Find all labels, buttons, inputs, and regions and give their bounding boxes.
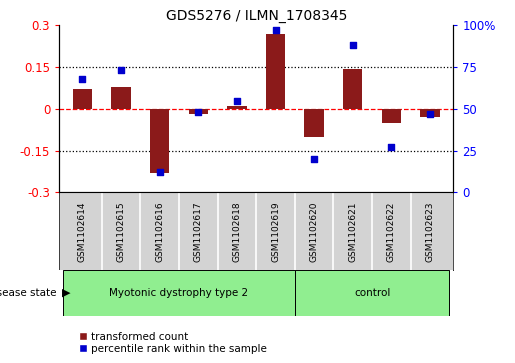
Text: GSM1102622: GSM1102622 — [387, 201, 396, 262]
Bar — [150, 109, 169, 173]
Bar — [343, 69, 363, 109]
Text: GSM1102618: GSM1102618 — [232, 201, 242, 262]
Text: disease state: disease state — [0, 288, 57, 298]
Point — [78, 76, 87, 82]
Point — [194, 109, 202, 115]
Bar — [188, 109, 208, 114]
Text: control: control — [354, 288, 390, 298]
Text: GSM1102614: GSM1102614 — [78, 201, 87, 262]
Bar — [382, 109, 401, 123]
Bar — [266, 34, 285, 109]
Bar — [295, 270, 449, 316]
Text: GSM1102615: GSM1102615 — [116, 201, 126, 262]
Point — [271, 28, 280, 33]
Point — [349, 42, 357, 48]
Text: Myotonic dystrophy type 2: Myotonic dystrophy type 2 — [109, 288, 249, 298]
Bar — [227, 106, 247, 109]
Text: GSM1102619: GSM1102619 — [271, 201, 280, 262]
Point — [310, 156, 318, 162]
Text: GSM1102616: GSM1102616 — [155, 201, 164, 262]
Text: GSM1102623: GSM1102623 — [425, 201, 435, 262]
Point — [156, 170, 164, 175]
Bar — [420, 109, 440, 117]
Point — [117, 68, 125, 73]
Text: GSM1102617: GSM1102617 — [194, 201, 203, 262]
Legend: transformed count, percentile rank within the sample: transformed count, percentile rank withi… — [75, 327, 271, 358]
Bar — [304, 109, 324, 137]
Text: ▶: ▶ — [62, 288, 71, 298]
Point — [387, 144, 396, 150]
Title: GDS5276 / ILMN_1708345: GDS5276 / ILMN_1708345 — [165, 9, 347, 23]
Point — [233, 98, 241, 103]
Bar — [63, 270, 295, 316]
Point — [426, 111, 434, 117]
Bar — [111, 87, 131, 109]
Text: GSM1102621: GSM1102621 — [348, 201, 357, 262]
Text: GSM1102620: GSM1102620 — [310, 201, 319, 262]
Bar — [73, 89, 92, 109]
